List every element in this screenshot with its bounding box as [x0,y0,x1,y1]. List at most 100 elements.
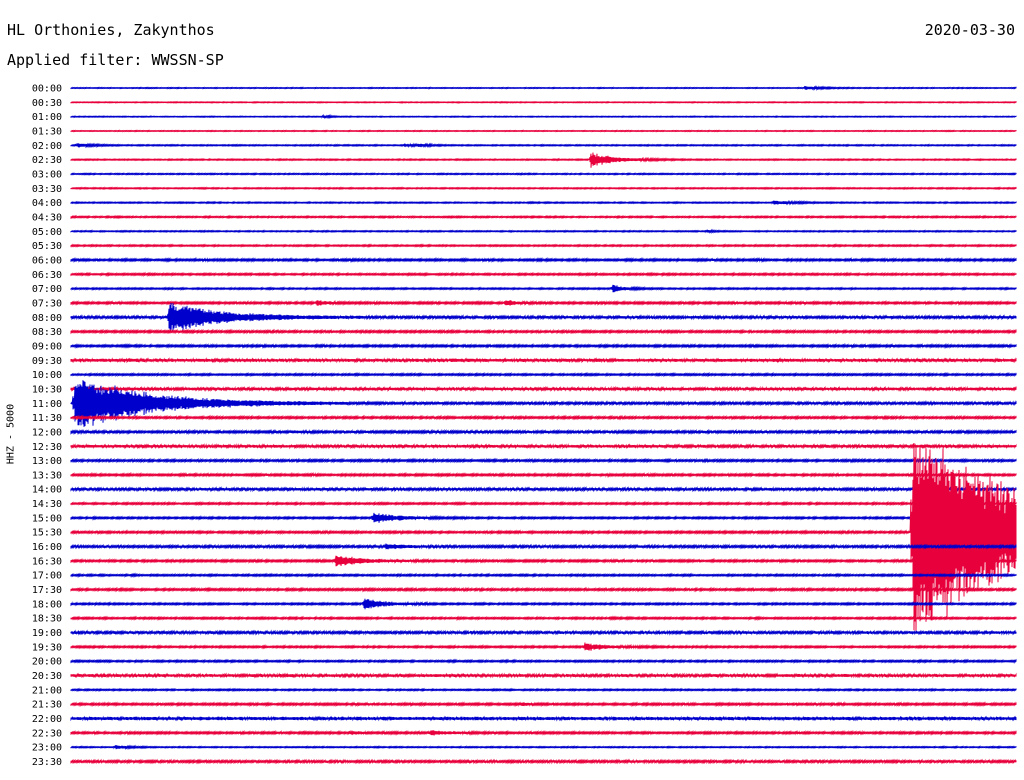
trace-row-0030 [70,100,1017,104]
row-time-label: 13:30 [32,470,62,481]
row-time-label: 20:30 [32,671,62,682]
row-time-label: 08:30 [32,327,62,338]
trace-row-2330 [70,758,1017,765]
trace-row-0730 [70,299,1017,306]
trace-row-1130 [70,414,1017,421]
row-time-label: 19:30 [32,642,62,653]
row-time-label: 21:30 [32,700,62,711]
record-date: 2020-03-30 [924,21,1015,39]
trace-row-0230 [70,152,1017,168]
trace-row-0930 [70,357,1017,364]
row-time-label: 05:30 [32,241,62,252]
trace-row-1730 [70,586,1017,593]
row-time-label: 07:30 [32,298,62,309]
trace-row-1330 [70,471,1017,478]
trace-row-0800 [70,302,1017,332]
station-title: HL Orthonies, Zakynthos [7,21,215,39]
trace-row-1300 [70,457,1017,464]
row-time-label: 06:30 [32,270,62,281]
row-time-label: 07:00 [32,284,62,295]
trace-row-1830 [70,615,1017,622]
trace-row-1030 [70,385,1017,393]
row-time-label: 19:00 [32,628,62,639]
row-time-label: 05:00 [32,227,62,238]
row-time-label: 09:00 [32,341,62,352]
trace-row-0300 [70,172,1017,176]
trace-row-1400 [70,485,1017,493]
row-time-label: 20:00 [32,657,62,668]
row-time-label: 10:00 [32,370,62,381]
row-time-label: 13:00 [32,456,62,467]
trace-row-0430 [70,214,1017,220]
trace-row-0400 [70,199,1017,206]
row-time-label: 03:00 [32,169,62,180]
trace-row-1700 [70,572,1017,579]
trace-row-0630 [70,271,1017,278]
row-time-label: 16:00 [32,542,62,553]
trace-row-2300 [70,744,1017,751]
trace-row-1000 [70,371,1017,378]
row-time-label: 01:30 [32,126,62,137]
row-time-label: 14:30 [32,499,62,510]
trace-row-0330 [70,186,1017,191]
trace-row-0500 [70,228,1017,234]
row-time-label: 04:00 [32,198,62,209]
trace-row-0830 [70,328,1017,335]
row-time-label: 12:00 [32,427,62,438]
trace-row-1530 [70,442,1017,632]
row-time-label: 00:00 [32,84,62,95]
row-time-label: 03:30 [32,184,62,195]
row-time-label: 06:00 [32,255,62,266]
trace-row-0900 [70,342,1017,349]
trace-row-2200 [70,715,1017,722]
trace-row-2000 [70,658,1017,665]
trace-row-1100 [70,380,1017,427]
filter-label: Applied filter: WWSSN-SP [7,51,224,69]
row-time-label: 04:30 [32,212,62,223]
trace-row-0600 [70,256,1017,264]
row-time-label: 09:30 [32,356,62,367]
row-time-label: 00:30 [32,98,62,109]
row-time-label: 18:30 [32,614,62,625]
row-time-label: 22:00 [32,714,62,725]
trace-row-0100 [70,113,1017,120]
row-time-label: 22:30 [32,728,62,739]
row-time-label: 23:30 [32,757,62,768]
trace-row-2100 [70,687,1017,693]
row-time-label: 02:00 [32,141,62,152]
trace-row-0200 [70,142,1017,149]
row-time-label: 12:30 [32,442,62,453]
trace-row-1800 [70,598,1017,610]
row-time-label: 23:00 [32,743,62,754]
row-time-label: 21:00 [32,685,62,696]
trace-row-2230 [70,729,1017,736]
trace-row-1230 [70,443,1017,450]
trace-row-0000 [70,85,1017,92]
row-time-label: 08:00 [32,313,62,324]
trace-row-1630 [70,555,1017,567]
row-time-label: 17:00 [32,571,62,582]
row-time-label: 18:00 [32,599,62,610]
trace-row-0130 [70,129,1017,133]
row-time-label: 15:30 [32,528,62,539]
row-time-label: 17:30 [32,585,62,596]
row-time-label: 10:30 [32,384,62,395]
trace-row-0530 [70,243,1017,249]
row-time-label: 14:00 [32,485,62,496]
trace-row-1430 [70,500,1017,507]
trace-row-1900 [70,629,1017,636]
trace-row-2130 [70,701,1017,708]
row-time-label: 11:00 [32,399,62,410]
trace-row-1500 [70,512,1017,523]
trace-row-1600 [70,543,1017,550]
trace-row-0700 [70,284,1017,293]
row-time-label: 02:30 [32,155,62,166]
trace-row-1200 [70,428,1017,436]
trace-row-2030 [70,672,1017,679]
row-time-label: 01:00 [32,112,62,123]
trace-row-1930 [70,642,1017,651]
row-time-label: 16:30 [32,556,62,567]
row-time-label: 11:30 [32,413,62,424]
row-time-label: 15:00 [32,513,62,524]
